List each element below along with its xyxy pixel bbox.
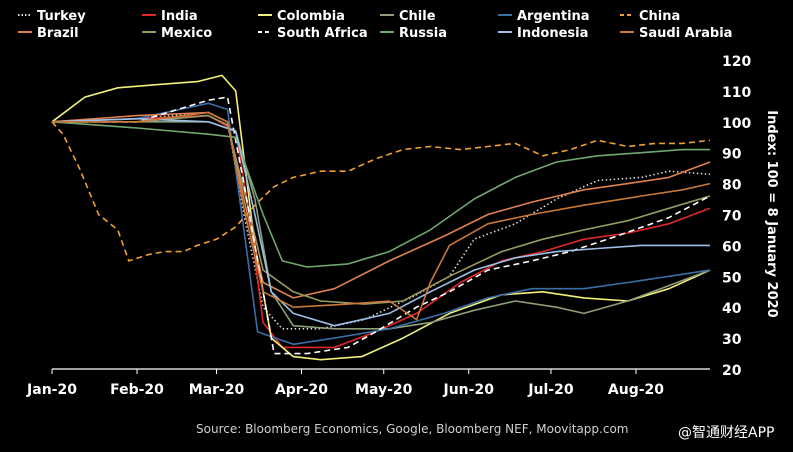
y-tick-label: 90 xyxy=(722,147,742,163)
watermark-text: @智通财经APP xyxy=(678,425,774,441)
y-tick-label: 20 xyxy=(722,363,742,379)
y-axis-label: Index: 100 = 8 January 2020 xyxy=(764,110,779,317)
series-line-mexico xyxy=(52,114,711,305)
x-tick-label: Jul-20 xyxy=(527,382,574,398)
y-tick-label: 30 xyxy=(722,332,742,348)
x-tick-label: Mar-20 xyxy=(189,382,245,398)
series-line-turkey xyxy=(51,111,711,330)
series-line-indonesia xyxy=(51,117,710,327)
legend-label: Mexico xyxy=(161,26,212,41)
legend-label: India xyxy=(161,9,198,24)
legend-label: Argentina xyxy=(517,9,590,24)
series-line-south-africa xyxy=(52,96,711,355)
series-line-saudi-arabia xyxy=(52,111,711,321)
legend-label: Colombia xyxy=(277,9,345,24)
source-note: Source: Bloomberg Economics, Google, Blo… xyxy=(196,422,628,436)
y-tick-label: 110 xyxy=(722,85,751,101)
series-line-russia xyxy=(51,121,710,268)
legend-label: Brazil xyxy=(37,26,79,41)
legend-label: Turkey xyxy=(37,9,86,24)
legend-label: South Africa xyxy=(277,26,368,41)
y-tick-label: 100 xyxy=(722,116,751,132)
x-tick-label: May-20 xyxy=(355,382,413,398)
x-tick-label: Jan-20 xyxy=(26,382,77,398)
x-tick-label: Apr-20 xyxy=(275,382,328,398)
legend-label: China xyxy=(639,9,680,24)
legend-label: Russia xyxy=(399,26,447,41)
x-tick-label: Aug-20 xyxy=(608,382,664,398)
legend-label: Indonesia xyxy=(517,26,588,41)
y-tick-label: 120 xyxy=(722,54,751,70)
y-tick-label: 70 xyxy=(722,209,742,225)
y-tick-label: 60 xyxy=(722,239,742,255)
series-line-brazil xyxy=(51,111,711,299)
y-tick-label: 40 xyxy=(722,301,742,317)
series-line-china xyxy=(51,121,711,262)
series-line-chile xyxy=(52,121,711,330)
legend-label: Saudi Arabia xyxy=(639,26,732,41)
y-tick-label: 50 xyxy=(722,270,742,286)
x-tick-label: Jun-20 xyxy=(443,382,495,398)
series-line-argentina xyxy=(51,102,711,346)
legend-label: Chile xyxy=(399,9,436,24)
series-line-colombia xyxy=(51,74,711,361)
x-tick-label: Feb-20 xyxy=(110,382,164,398)
y-tick-label: 80 xyxy=(722,178,742,194)
